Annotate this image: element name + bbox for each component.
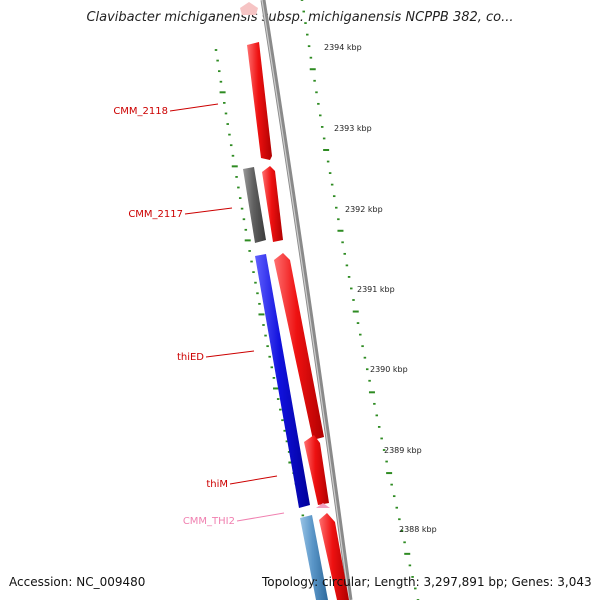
gene-cmm-2117-arrow[interactable] bbox=[243, 167, 266, 243]
accession-label: Accession: NC_009480 bbox=[9, 575, 146, 589]
gene-cmm-2118-arrow[interactable] bbox=[247, 42, 272, 160]
gene-red-bottom-arrow[interactable] bbox=[319, 513, 349, 600]
cmm-2118-leader bbox=[169, 103, 219, 112]
tick-label-2389: 2389 kbp bbox=[384, 446, 422, 455]
gene-lightblue-arrow[interactable] bbox=[300, 515, 328, 600]
genome-backbone-highlight bbox=[261, 0, 350, 600]
gene-label-thied[interactable]: thiED bbox=[177, 352, 204, 363]
outer-tick-ring bbox=[300, 0, 420, 600]
tick-label-2390: 2390 kbp bbox=[370, 365, 408, 374]
gene-label-cmm-2117[interactable]: CMM_2117 bbox=[128, 209, 183, 220]
cmm-2117-leader bbox=[184, 207, 233, 215]
gene-label-thim[interactable]: thiM bbox=[206, 479, 228, 490]
cmm-thi2-leader bbox=[236, 512, 285, 522]
gene-red-3-arrow[interactable] bbox=[274, 253, 324, 440]
gene-top-pink-arrow[interactable] bbox=[240, 2, 258, 15]
gene-cmm-thi2-trna[interactable] bbox=[316, 503, 330, 508]
gene-red-2-arrow[interactable] bbox=[262, 166, 283, 242]
map-title: Clavibacter michiganensis subsp. michiga… bbox=[86, 10, 514, 25]
tick-label-2394: 2394 kbp bbox=[324, 43, 362, 52]
tick-label-2391: 2391 kbp bbox=[357, 285, 395, 294]
gene-thim-arrow[interactable] bbox=[304, 435, 329, 505]
gene-label-cmm-2118[interactable]: CMM_2118 bbox=[113, 106, 168, 117]
tick-label-2392: 2392 kbp bbox=[345, 205, 383, 214]
genome-stats-label: Topology: circular; Length: 3,297,891 bp… bbox=[262, 575, 592, 589]
thim-leader bbox=[229, 475, 278, 485]
gene-thied-arrow[interactable] bbox=[255, 254, 310, 508]
genome-backbone bbox=[260, 0, 353, 600]
tick-label-2393: 2393 kbp bbox=[334, 124, 372, 133]
thied-leader bbox=[205, 350, 255, 358]
tick-label-2388: 2388 kbp bbox=[399, 525, 437, 534]
gene-label-cmm-thi2[interactable]: CMM_THI2 bbox=[183, 516, 235, 527]
